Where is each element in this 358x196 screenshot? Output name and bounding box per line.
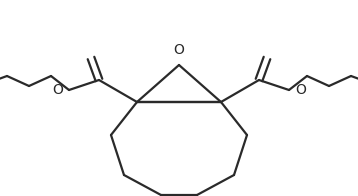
Text: O: O: [295, 83, 306, 97]
Text: O: O: [52, 83, 63, 97]
Text: O: O: [174, 43, 184, 57]
